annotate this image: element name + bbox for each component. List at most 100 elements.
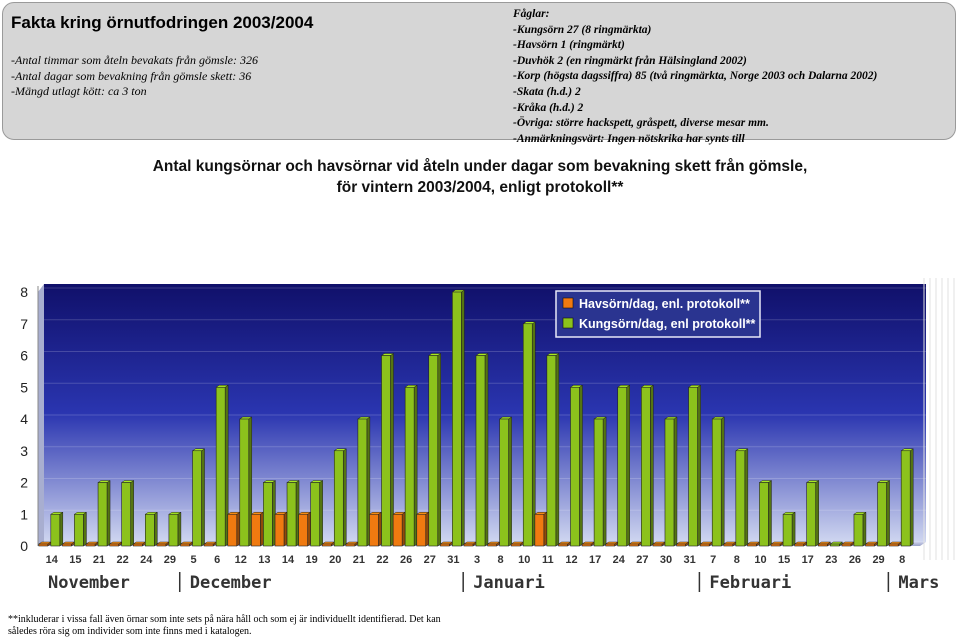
bar-kungsorn-front [617,386,628,547]
bar-havsorn-front [345,543,356,547]
bar-havsorn-front [274,513,285,547]
bar-kungsorn-front [711,418,722,547]
bar-havsorn-front [203,543,214,547]
x-tick-label: 8 [498,554,504,566]
bird-list-heading: Fåglar: [513,8,550,20]
footnote: **inkluderar i vissa fall även örnar som… [8,614,528,637]
bar-havsorn [108,541,123,547]
bar-havsorn-front [392,513,403,547]
bar-havsorn-front [440,543,450,547]
y-tick-label: 8 [20,284,28,300]
bar-kungsorn [805,480,820,547]
bar-havsorn-front [62,543,72,547]
y-tick-label: 3 [20,443,28,459]
fact-line-hours: -Antal timmar som åteln bevakats från gö… [11,53,258,67]
bar-kungsorn [286,480,300,547]
legend-label: Havsörn/dag, enl. protokoll** [579,297,750,311]
bar-havsorn-front [865,543,875,547]
bar-kungsorn [238,416,253,547]
x-tick-label: 23 [825,554,837,566]
x-tick-label: 30 [660,554,672,566]
bar-kungsorn-front [333,450,344,547]
bar-kungsorn-front [759,482,769,547]
bar-havsorn [888,541,903,547]
bars [37,289,915,547]
bar-havsorn [699,541,714,547]
bar-kungsorn [404,384,418,547]
bar-kungsorn-front [830,543,840,547]
bar-kungsorn-front [192,450,202,547]
bar-havsorn-side [307,511,311,547]
bar-havsorn-front [747,543,757,547]
bar-kungsorn-side [343,448,347,547]
bar-havsorn-front [132,543,143,547]
bar-havsorn-front [298,513,308,547]
x-tick-label: 10 [518,554,530,566]
x-tick-label: 21 [353,554,365,566]
bar-kungsorn-side [697,384,701,547]
bar-kungsorn-front [50,513,61,547]
bar-kungsorn-side [602,416,607,547]
bar-havsorn-front [818,543,828,547]
bar-kungsorn-front [688,386,698,547]
bar-havsorn-front [605,543,616,547]
x-tick-label: 17 [589,554,601,566]
x-axis: 14 15 21 22 24 29 5 6 12 13 14 19 20 21 22 26 27 31 3 8 10 11… [46,554,940,593]
bar-kungsorn [333,448,348,547]
y-axis: 0 1 2 3 4 5 6 7 8 [20,284,39,554]
bar-kungsorn-side [177,511,182,547]
y-tick-label: 1 [20,506,28,522]
bar-kungsorn-front [144,513,155,547]
bar-kungsorn [73,511,88,547]
bar-kungsorn-side [886,480,890,547]
bar-kungsorn-front [168,513,179,547]
fact-line-days: -Antal dagar som bevakning från gömsle s… [11,69,252,83]
bar-kungsorn [97,480,111,547]
x-tick-label: 7 [710,554,716,566]
bird-item-duvhok: -Duvhök 2 (en ringmärkt från Hälsingland… [513,54,747,67]
bar-kungsorn-side [555,353,560,547]
x-tick-label: 12 [565,554,577,566]
x-tick-label: 27 [636,554,648,566]
bar-kungsorn-front [310,482,320,547]
bar-havsorn [557,541,572,547]
x-tick-label: 31 [447,554,459,566]
bar-havsorn-front [888,543,899,547]
legend-swatch [562,297,574,309]
x-tick-label: 26 [849,554,861,566]
bar-havsorn-front [770,543,781,547]
bar-kungsorn-front [877,482,887,547]
bar-kungsorn [782,511,796,547]
bar-havsorn [132,541,147,547]
fact-title: Fakta kring örnutfodringen 2003/2004 [11,13,314,32]
legend: Havsörn/dag, enl. protokoll** Kungsörn/da… [555,290,761,338]
x-tick-label: 13 [258,554,270,566]
bar-havsorn-front [699,543,710,547]
bar-kungsorn-side [437,353,442,547]
x-tick-label: 15 [778,554,790,566]
bar-kungsorn-side [744,448,749,547]
bar-havsorn-front [156,543,167,547]
bar-kungsorn [191,448,206,547]
bar-havsorn-side [401,511,406,547]
bar-kungsorn [900,448,915,547]
bar-kungsorn [215,384,229,547]
bar-havsorn-side [425,511,430,547]
bird-item-kungsorn: -Kungsörn 27 (8 ringmärkta) [513,23,652,36]
bar-kungsorn [475,353,489,547]
bar-havsorn-front [629,543,639,547]
bar-havsorn-front [109,543,119,547]
legend-label: Kungsörn/dag, enl protokoll** [579,317,756,331]
bar-kungsorn [616,384,631,547]
bar-havsorn [652,541,666,547]
bar-kungsorn-side [154,511,158,547]
bar-havsorn [156,541,170,547]
bar-havsorn-front [534,513,545,547]
bar-havsorn [817,541,832,547]
bar-havsorn-front [85,543,96,547]
month-label: Januari [473,573,545,593]
bar-kungsorn-front [593,418,604,547]
bar-havsorn [179,541,194,547]
fact-line-meat: -Mängd utlagt kött: ca 3 ton [11,84,147,98]
